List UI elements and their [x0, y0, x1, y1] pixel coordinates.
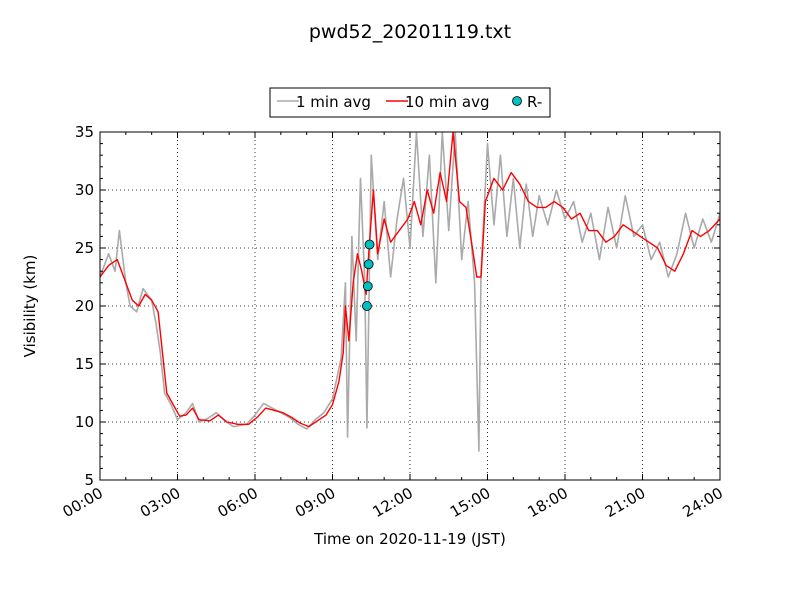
data-point-rain: [362, 301, 372, 311]
y-tick-label: 20: [75, 297, 94, 315]
legend-swatch-rain: [512, 96, 522, 106]
y-tick-label: 30: [75, 181, 94, 199]
x-axis-title: Time on 2020-11-19 (JST): [313, 530, 506, 548]
legend-label-1min: 1 min avg: [296, 93, 371, 111]
y-tick-label: 10: [75, 413, 94, 431]
y-tick-label: 5: [84, 471, 94, 489]
legend-label-10min: 10 min avg: [405, 93, 490, 111]
data-point-rain: [364, 239, 375, 250]
y-axis-title: Visibility (km): [21, 255, 39, 358]
data-point-rain: [363, 259, 374, 270]
chart-title: pwd52_20201119.txt: [309, 21, 511, 43]
series-layer: [100, 132, 720, 452]
y-tick-label: 15: [75, 355, 94, 373]
legend-label-rain: R-: [527, 93, 542, 111]
series-line-10-min-avg: [100, 132, 720, 428]
marker-layer: [362, 239, 375, 311]
series-line-1-min-avg: [100, 132, 720, 452]
legend-frame: [269, 87, 551, 118]
y-tick-label: 25: [75, 239, 94, 257]
legend: 1 min avg 10 min avg R-: [269, 87, 551, 118]
y-tick-label: 35: [75, 123, 94, 141]
data-point-rain: [362, 281, 373, 292]
